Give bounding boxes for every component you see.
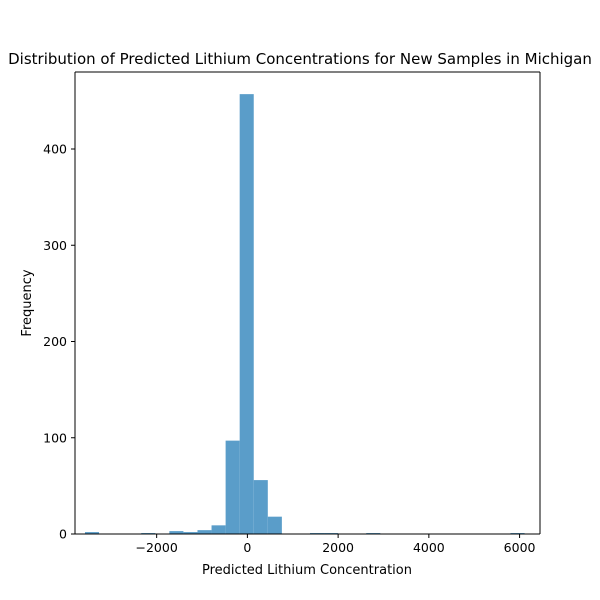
y-axis-label: Frequency [20,269,35,336]
x-tick-label: 0 [243,540,251,555]
y-ticks: 0 100 200 300 400 [43,142,75,542]
y-tick-label: 100 [43,430,67,445]
histogram-bar [239,94,254,534]
histogram-bar [211,525,226,534]
x-axis-label: Predicted Lithium Concentration [202,563,412,578]
x-tick-label: 6000 [504,540,536,555]
x-tick-label: −2000 [136,540,178,555]
x-ticks: −2000 0 2000 4000 6000 [136,534,536,555]
y-tick-label: 0 [59,527,67,542]
histogram-bar [225,440,240,534]
x-tick-label: 2000 [322,540,354,555]
histogram-bar [253,480,268,534]
axes-layer [74,71,541,535]
histogram-bar [169,531,184,534]
chart-title: Distribution of Predicted Lithium Concen… [8,50,592,68]
x-tick-label: 4000 [413,540,445,555]
histogram-bar [197,530,212,534]
histogram-bar [183,532,198,534]
y-tick-label: 200 [43,334,67,349]
histogram-bar [84,532,100,534]
y-tick-label: 300 [43,238,67,253]
histogram-bar [267,516,282,534]
y-tick-label: 400 [43,142,67,157]
bars-layer [84,94,525,534]
